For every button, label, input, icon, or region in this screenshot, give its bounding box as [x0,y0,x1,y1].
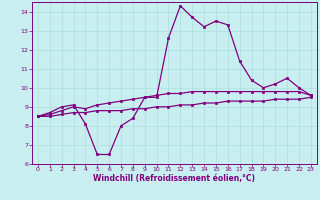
X-axis label: Windchill (Refroidissement éolien,°C): Windchill (Refroidissement éolien,°C) [93,174,255,183]
